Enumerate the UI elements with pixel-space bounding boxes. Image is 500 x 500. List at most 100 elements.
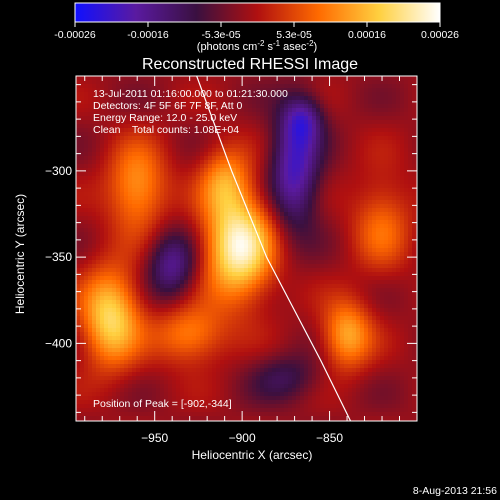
heatmap-cell	[256, 140, 261, 145]
heatmap-cell	[344, 296, 349, 301]
heatmap-cell	[356, 176, 361, 181]
heatmap-cell	[248, 284, 253, 289]
heatmap-cell	[108, 128, 113, 133]
heatmap-cell	[84, 160, 89, 165]
heatmap-cell	[176, 296, 181, 301]
heatmap-cell	[248, 276, 253, 281]
heatmap-cell	[284, 132, 289, 137]
heatmap-cell	[312, 176, 317, 181]
heatmap-cell	[92, 304, 97, 309]
heatmap-cell	[296, 124, 301, 129]
heatmap-cell	[108, 180, 113, 185]
heatmap-cell	[200, 200, 205, 205]
heatmap-cell	[316, 208, 321, 213]
heatmap-cell	[228, 280, 233, 285]
heatmap-cell	[356, 304, 361, 309]
heatmap-cell	[172, 144, 177, 149]
heatmap-cell	[388, 76, 393, 81]
heatmap-cell	[372, 252, 377, 257]
heatmap-cell	[340, 248, 345, 253]
heatmap-cell	[376, 204, 381, 209]
heatmap-cell	[104, 144, 109, 149]
heatmap-cell	[152, 160, 157, 165]
heatmap-cell	[380, 196, 385, 201]
heatmap-cell	[136, 240, 141, 245]
heatmap-cell	[100, 144, 105, 149]
heatmap-cell	[388, 120, 393, 125]
heatmap-cell	[240, 112, 245, 117]
heatmap-cell	[84, 216, 89, 221]
heatmap-cell	[356, 288, 361, 293]
heatmap-cell	[260, 232, 265, 237]
heatmap-cell	[92, 104, 97, 109]
heatmap-cell	[96, 244, 101, 249]
heatmap-cell	[176, 188, 181, 193]
heatmap-cell	[140, 220, 145, 225]
heatmap-cell	[156, 104, 161, 109]
heatmap-cell	[320, 284, 325, 289]
heatmap-cell	[376, 136, 381, 141]
heatmap-cell	[132, 276, 137, 281]
heatmap-cell	[408, 240, 413, 245]
heatmap-cell	[84, 108, 89, 113]
heatmap-cell	[244, 176, 249, 181]
heatmap-cell	[364, 220, 369, 225]
heatmap-cell	[256, 260, 261, 265]
heatmap-cell	[124, 164, 129, 169]
heatmap-cell	[360, 92, 365, 97]
heatmap-cell	[360, 100, 365, 105]
heatmap-cell	[96, 188, 101, 193]
heatmap-cell	[392, 296, 397, 301]
heatmap-cell	[100, 300, 105, 305]
heatmap-cell	[304, 200, 309, 205]
heatmap-cell	[300, 108, 305, 113]
heatmap-cell	[404, 224, 409, 229]
heatmap-cell	[364, 212, 369, 217]
heatmap-cell	[200, 180, 205, 185]
heatmap-cell	[96, 100, 101, 105]
heatmap-cell	[288, 296, 293, 301]
heatmap-cell	[164, 248, 169, 253]
heatmap-cell	[252, 220, 257, 225]
heatmap-cell	[392, 248, 397, 253]
heatmap-cell	[340, 92, 345, 97]
heatmap-cell	[160, 228, 165, 233]
heatmap-cell	[352, 216, 357, 221]
heatmap-cell	[284, 200, 289, 205]
heatmap-cell	[80, 296, 85, 301]
heatmap-cell	[136, 164, 141, 169]
heatmap-cell	[244, 280, 249, 285]
heatmap-cell	[180, 124, 185, 129]
heatmap-cell	[248, 220, 253, 225]
heatmap-cell	[404, 172, 409, 177]
heatmap-cell	[232, 300, 237, 305]
heatmap-cell	[140, 304, 145, 309]
heatmap-cell	[200, 288, 205, 293]
heatmap-cell	[364, 116, 369, 121]
heatmap-cell	[384, 268, 389, 273]
heatmap-cell	[368, 204, 373, 209]
heatmap-cell	[156, 212, 161, 217]
heatmap-cell	[332, 128, 337, 133]
heatmap-cell	[384, 208, 389, 213]
heatmap-cell	[104, 164, 109, 169]
heatmap-cell	[356, 212, 361, 217]
heatmap-cell	[120, 180, 125, 185]
heatmap-cell	[300, 260, 305, 265]
heatmap-cell	[88, 128, 93, 133]
heatmap-cell	[400, 112, 405, 117]
heatmap-cell	[368, 240, 373, 245]
heatmap-cell	[412, 104, 417, 109]
heatmap-cell	[116, 252, 121, 257]
heatmap-cell	[232, 296, 237, 301]
heatmap-cell	[188, 168, 193, 173]
heatmap-cell	[180, 96, 185, 101]
heatmap-cell	[304, 232, 309, 237]
heatmap-cell	[296, 96, 301, 101]
heatmap-cell	[256, 172, 261, 177]
heatmap-cell	[396, 132, 401, 137]
heatmap-cell	[264, 192, 269, 197]
heatmap-cell	[76, 288, 81, 293]
heatmap-cell	[192, 204, 197, 209]
heatmap-cell	[392, 192, 397, 197]
